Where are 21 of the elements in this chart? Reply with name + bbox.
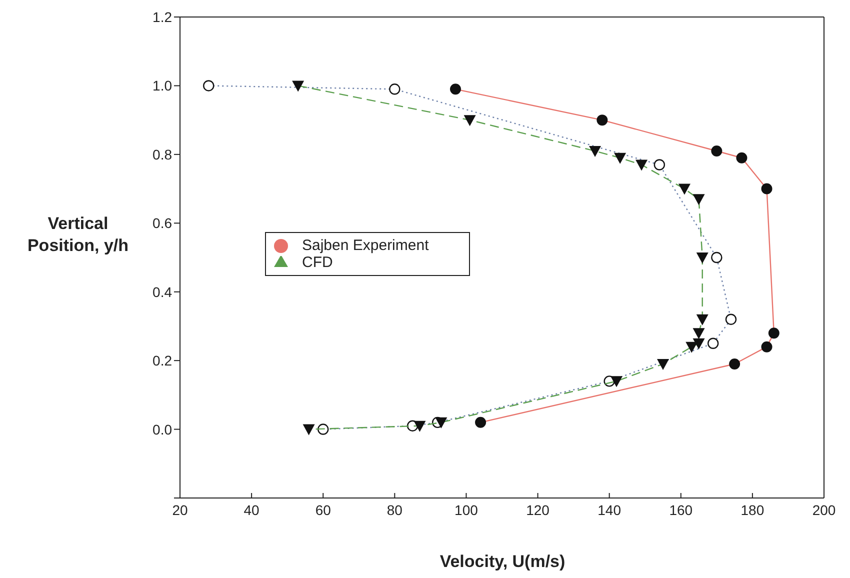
- x-tick-label: 20: [172, 502, 188, 518]
- x-tick-label: 100: [454, 502, 478, 518]
- x-tick-label: 40: [244, 502, 260, 518]
- y-tick-label: 1.2: [152, 8, 172, 25]
- legend-label: Sajben Experiment: [302, 237, 429, 254]
- x-tick-label: 60: [315, 502, 332, 518]
- legend-label: CFD: [302, 254, 333, 271]
- x-tick-label: 160: [669, 502, 693, 518]
- x-axis-title: Velocity, U(m/s): [438, 552, 566, 572]
- y-tick-label: 0.2: [152, 352, 172, 369]
- y-tick-label: 0.8: [152, 146, 172, 162]
- x-tick-label: 200: [812, 502, 836, 518]
- x-tick-label: 80: [386, 502, 403, 518]
- x-tick-label: 180: [740, 502, 764, 518]
- y-tick-label: 0.6: [152, 215, 172, 232]
- y-axis-title: Vertical Position, y/h: [26, 213, 130, 257]
- x-tick-label: 120: [526, 502, 550, 518]
- y-tick-label: 0.4: [152, 284, 172, 300]
- y-tick-label: 1.0: [152, 78, 172, 94]
- x-tick-label: 140: [598, 502, 622, 518]
- y-tick-label: 0.0: [152, 421, 172, 438]
